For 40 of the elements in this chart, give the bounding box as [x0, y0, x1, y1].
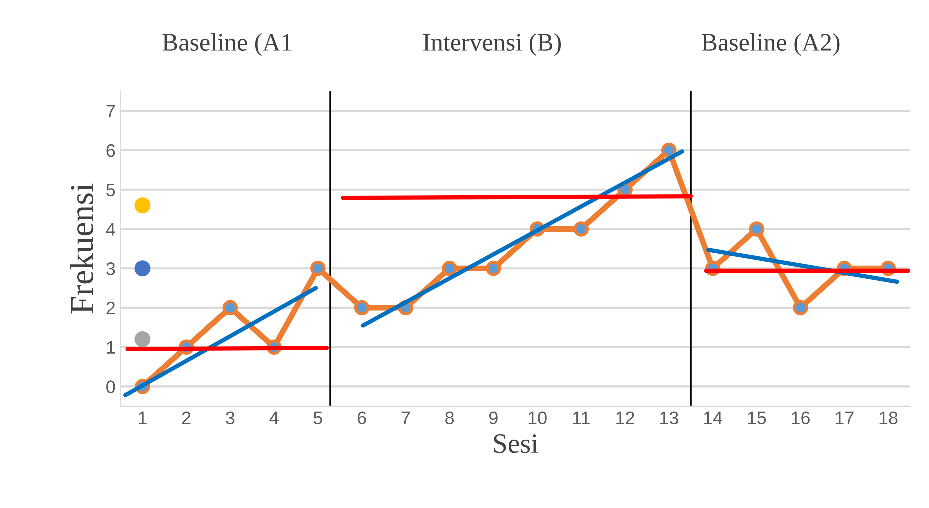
- x-axis-title: Sesi: [494, 434, 538, 454]
- y-tick-label: 3: [106, 262, 116, 276]
- point: [442, 260, 458, 276]
- y-tick-label: 7: [106, 105, 116, 118]
- y-axis-title: Frekuensi: [70, 184, 94, 314]
- x-tick-label: 1: [139, 412, 147, 424]
- x-tick-label: 7: [402, 412, 410, 424]
- x-tick-label: 13: [660, 412, 678, 425]
- text: Baseline (A1: [162, 33, 292, 56]
- x-tick-label: 18: [880, 412, 898, 425]
- x-tick-label: 14: [704, 412, 723, 424]
- text: Baseline (A2): [702, 33, 840, 56]
- x-tick-label: 5: [314, 412, 322, 425]
- y-tick-label: 6: [106, 144, 116, 158]
- x-tick-label: 2: [182, 412, 191, 424]
- x-tick-label: 11: [573, 412, 590, 424]
- point: [661, 142, 677, 158]
- y-tick-label: 1: [107, 341, 116, 354]
- y-tick-label: 4: [106, 223, 116, 236]
- x-tick-label: 3: [226, 412, 235, 425]
- x-tick-label: 15: [748, 412, 766, 425]
- point: [793, 300, 808, 316]
- point: [354, 300, 370, 316]
- x-tick-label: 12: [616, 412, 634, 424]
- point: [310, 260, 326, 276]
- y-tick-label: 0: [106, 380, 116, 394]
- x-tick-label: 4: [270, 412, 279, 424]
- x-tick-label: 16: [792, 412, 810, 425]
- x-tick-label: 17: [836, 412, 854, 424]
- x-tick-label: 6: [358, 412, 366, 425]
- x-tick-label: 8: [446, 412, 454, 425]
- point: [574, 222, 590, 237]
- point: [486, 260, 502, 276]
- text: Intervensi (B): [424, 33, 562, 56]
- y-tick-label: 5: [106, 184, 116, 197]
- x-tick-label: 9: [489, 412, 498, 425]
- point: [749, 222, 765, 237]
- x-tick-label: 10: [528, 412, 547, 425]
- y-tick-label: 2: [106, 302, 116, 315]
- point: [222, 300, 238, 316]
